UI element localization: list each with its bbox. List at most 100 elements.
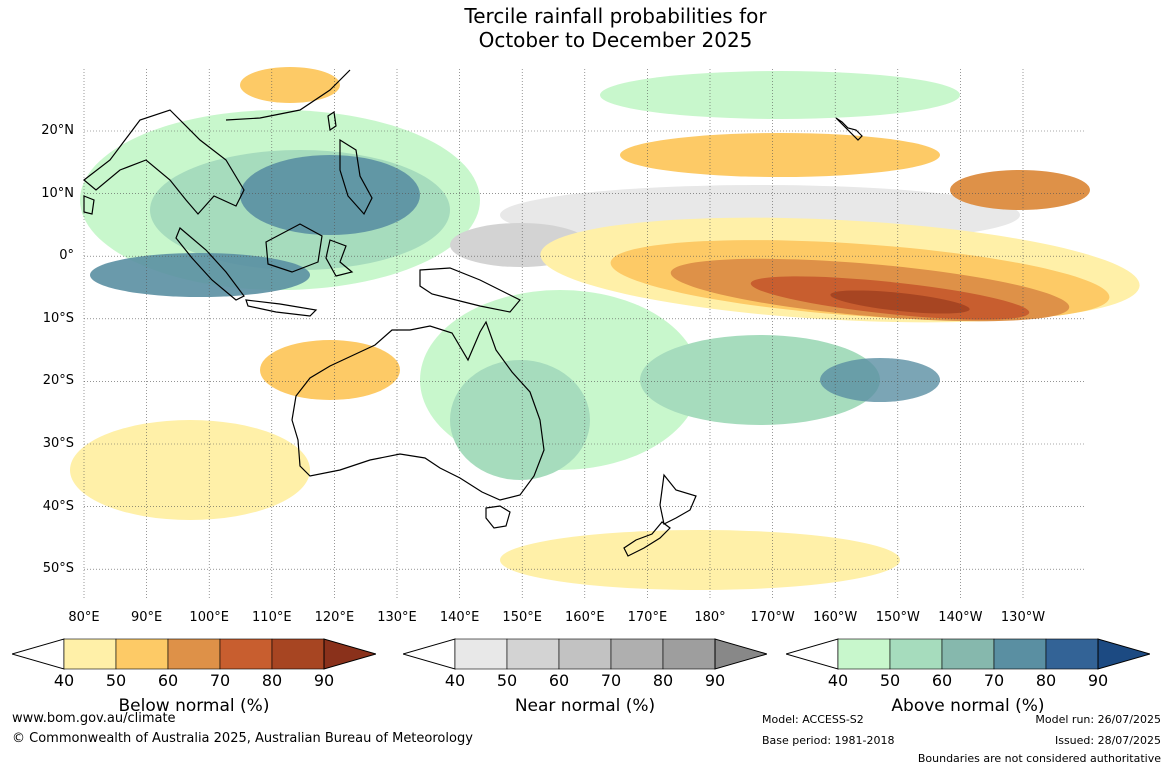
longitude-label: 130°W xyxy=(1000,610,1046,625)
latitude-label: 20°N xyxy=(41,123,74,138)
legend-color-swatch xyxy=(993,638,1047,670)
philippines-coastline xyxy=(339,138,373,216)
latitude-label: 40°S xyxy=(42,498,74,514)
boundaries-disclaimer: Boundaries are not considered authoritat… xyxy=(917,752,1161,765)
legend-tick-label: 70 xyxy=(209,671,231,690)
above-region-pacific xyxy=(450,360,590,480)
legend-tick-label: 50 xyxy=(879,671,901,690)
legend-color-swatch xyxy=(115,638,169,670)
title-line-2: October to December 2025 xyxy=(478,28,753,52)
above-region-maritime xyxy=(90,253,310,297)
legend-color-swatch xyxy=(837,638,891,670)
legend-above xyxy=(786,638,1150,672)
legend-tick-label: 80 xyxy=(261,671,283,690)
legend-color-swatch xyxy=(271,638,325,670)
legend-tick-label: 70 xyxy=(983,671,1005,690)
legend-tick-label: 90 xyxy=(1087,671,1109,690)
longitude-label: 80°E xyxy=(68,610,100,625)
legend-below xyxy=(12,638,376,672)
legend-color-swatch xyxy=(167,638,221,670)
legend-tick-label: 90 xyxy=(704,671,726,690)
longitude-label: 90°E xyxy=(130,610,163,625)
legend-tick-label: 50 xyxy=(105,671,127,690)
australia-coastline xyxy=(291,320,545,501)
legend-lower-triangle xyxy=(12,638,65,670)
borneo-coastline xyxy=(265,223,323,273)
latitude-label: 30°S xyxy=(42,436,74,451)
legend-color-swatch xyxy=(219,638,273,670)
legend-upper-triangle xyxy=(323,638,376,670)
longitude-label: 170°E xyxy=(627,610,668,625)
probability-shading xyxy=(70,67,1140,590)
sri-lanka-coastline xyxy=(83,195,95,215)
legend-colorbar xyxy=(12,638,376,670)
legend-tick-label: 60 xyxy=(548,671,570,690)
taiwan-coastline xyxy=(327,110,337,132)
legend-tick-label: 80 xyxy=(652,671,674,690)
legend-title-below: Below normal (%) xyxy=(118,696,270,716)
website-url[interactable]: www.bom.gov.au/climate xyxy=(12,711,176,726)
longitude-label: 100°E xyxy=(189,610,229,625)
longitude-label: 160°E xyxy=(565,610,605,625)
legend-title-above: Above normal (%) xyxy=(891,696,1045,716)
longitude-label: 160°W xyxy=(813,610,858,625)
below-region-north xyxy=(620,133,940,177)
legend-tick-label: 70 xyxy=(600,671,622,690)
above-region-maritime xyxy=(240,155,420,235)
model-info: Model: ACCESS-S2 xyxy=(762,713,864,726)
new-zealand-north-coastline xyxy=(659,473,697,525)
tasmania-coastline xyxy=(485,505,511,529)
java-coastline xyxy=(245,299,318,317)
latitude-label: 10°S xyxy=(42,310,74,326)
legend-color-swatch xyxy=(941,638,995,670)
legend-tick-label: 40 xyxy=(53,671,75,690)
sulawesi-coastline xyxy=(325,239,354,277)
legend-tick-label: 40 xyxy=(444,671,466,690)
legend-upper-triangle xyxy=(1097,638,1150,670)
legend-color-swatch xyxy=(454,638,508,670)
coastlines xyxy=(83,69,863,557)
legend-tick-label: 80 xyxy=(1035,671,1057,690)
legend-color-swatch xyxy=(662,638,716,670)
legend-color-swatch xyxy=(1045,638,1099,670)
graticule xyxy=(83,69,1085,600)
longitude-label: 170°W xyxy=(750,610,795,625)
legend-colorbar xyxy=(786,638,1150,670)
above-region-pacific xyxy=(820,358,940,402)
latitude-label: 0° xyxy=(59,248,74,264)
legend-color-swatch xyxy=(558,638,612,670)
legend-tick-label: 50 xyxy=(496,671,518,690)
legend-lower-triangle xyxy=(403,638,456,670)
legend-lower-triangle xyxy=(786,638,839,670)
sumatra-coastline xyxy=(175,227,245,301)
legend-color-swatch xyxy=(506,638,560,670)
longitude-label: 150°W xyxy=(875,610,920,625)
above-region-pacific xyxy=(640,335,880,425)
legend-tick-label: 60 xyxy=(931,671,953,690)
below-region-southwest xyxy=(260,340,400,400)
model-run-info: Model run: 26/07/2025 xyxy=(1035,713,1161,726)
hawaii-coastline xyxy=(835,117,863,141)
below-region-south xyxy=(500,530,900,590)
copyright-text: © Commonwealth of Australia 2025, Austra… xyxy=(12,731,473,746)
issued-info: Issued: 28/07/2025 xyxy=(1054,734,1161,747)
latitude-label: 50°S xyxy=(42,561,74,577)
legend-color-swatch xyxy=(63,638,117,670)
legend-color-swatch xyxy=(610,638,664,670)
latitude-label: 10°N xyxy=(41,185,74,201)
above-region-pacific xyxy=(600,71,960,119)
title-line-1: Tercile rainfall probabilities for xyxy=(464,4,767,28)
longitude-label: 140°W xyxy=(938,610,983,625)
legend-colorbar xyxy=(403,638,767,670)
longitude-label: 140°E xyxy=(439,610,480,625)
latitude-label: 20°S xyxy=(42,373,74,389)
legend-tick-label: 60 xyxy=(157,671,179,690)
chart-title: Tercile rainfall probabilities for Octob… xyxy=(0,4,1173,52)
longitude-label: 180° xyxy=(694,610,726,625)
longitude-label: 110°E xyxy=(252,610,292,625)
legend-near xyxy=(403,638,767,672)
below-region-equatorial xyxy=(830,290,970,314)
legend-upper-triangle xyxy=(714,638,767,670)
longitude-label: 120°E xyxy=(314,610,355,625)
china-coastline xyxy=(225,69,351,121)
